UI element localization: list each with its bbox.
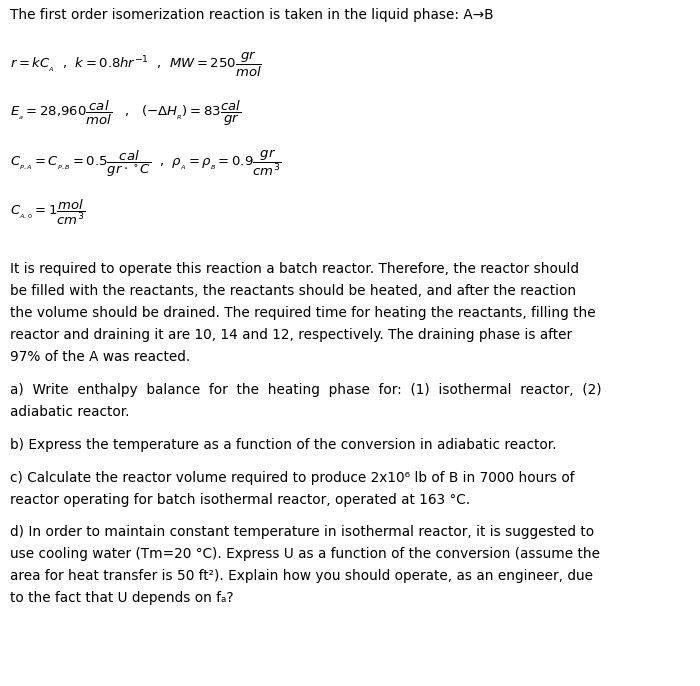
Text: $E_{_a} = 28{,}960\dfrac{cal}{mol}$   ,   $(-\Delta H_{_R}) = 83\dfrac{cal}{gr}$: $E_{_a} = 28{,}960\dfrac{cal}{mol}$ , $(… (10, 99, 242, 128)
Text: reactor operating for batch isothermal reactor, operated at 163 °C.: reactor operating for batch isothermal r… (10, 493, 470, 506)
Text: be filled with the reactants, the reactants should be heated, and after the reac: be filled with the reactants, the reacta… (10, 284, 577, 298)
Text: $C_{_{A,0}} = 1\dfrac{mol}{cm^3}$: $C_{_{A,0}} = 1\dfrac{mol}{cm^3}$ (10, 198, 86, 227)
Text: $C_{_{P,A}} = C_{_{P,B}} = 0.5\dfrac{cal}{gr \cdot{^\circ}C}$  ,  $\rho_{_A} = \: $C_{_{P,A}} = C_{_{P,B}} = 0.5\dfrac{cal… (10, 148, 282, 180)
Text: It is required to operate this reaction a batch reactor. Therefore, the reactor : It is required to operate this reaction … (10, 262, 580, 276)
Text: area for heat transfer is 50 ft²). Explain how you should operate, as an enginee: area for heat transfer is 50 ft²). Expla… (10, 569, 594, 583)
Text: $r = kC_{_A}$  ,  $k = 0.8hr^{-1}$  ,  $MW = 250\dfrac{gr}{mol}$: $r = kC_{_A}$ , $k = 0.8hr^{-1}$ , $MW =… (10, 49, 262, 78)
Text: 97% of the A was reacted.: 97% of the A was reacted. (10, 350, 190, 364)
Text: a)  Write  enthalpy  balance  for  the  heating  phase  for:  (1)  isothermal  r: a) Write enthalpy balance for the heatin… (10, 383, 602, 397)
Text: the volume should be drained. The required time for heating the reactants, filli: the volume should be drained. The requir… (10, 306, 596, 320)
Text: use cooling water (Tm=20 °C). Express U as a function of the conversion (assume : use cooling water (Tm=20 °C). Express U … (10, 547, 601, 561)
Text: reactor and draining it are 10, 14 and 12, respectively. The draining phase is a: reactor and draining it are 10, 14 and 1… (10, 328, 573, 342)
Text: b) Express the temperature as a function of the conversion in adiabatic reactor.: b) Express the temperature as a function… (10, 438, 557, 451)
Text: adiabatic reactor.: adiabatic reactor. (10, 405, 130, 418)
Text: The first order isomerization reaction is taken in the liquid phase: A→B: The first order isomerization reaction i… (10, 8, 494, 22)
Text: d) In order to maintain constant temperature in isothermal reactor, it is sugges: d) In order to maintain constant tempera… (10, 525, 594, 539)
Text: c) Calculate the reactor volume required to produce 2x10⁶ lb of B in 7000 hours : c) Calculate the reactor volume required… (10, 471, 575, 484)
Text: to the fact that U depends on fₐ?: to the fact that U depends on fₐ? (10, 591, 234, 605)
